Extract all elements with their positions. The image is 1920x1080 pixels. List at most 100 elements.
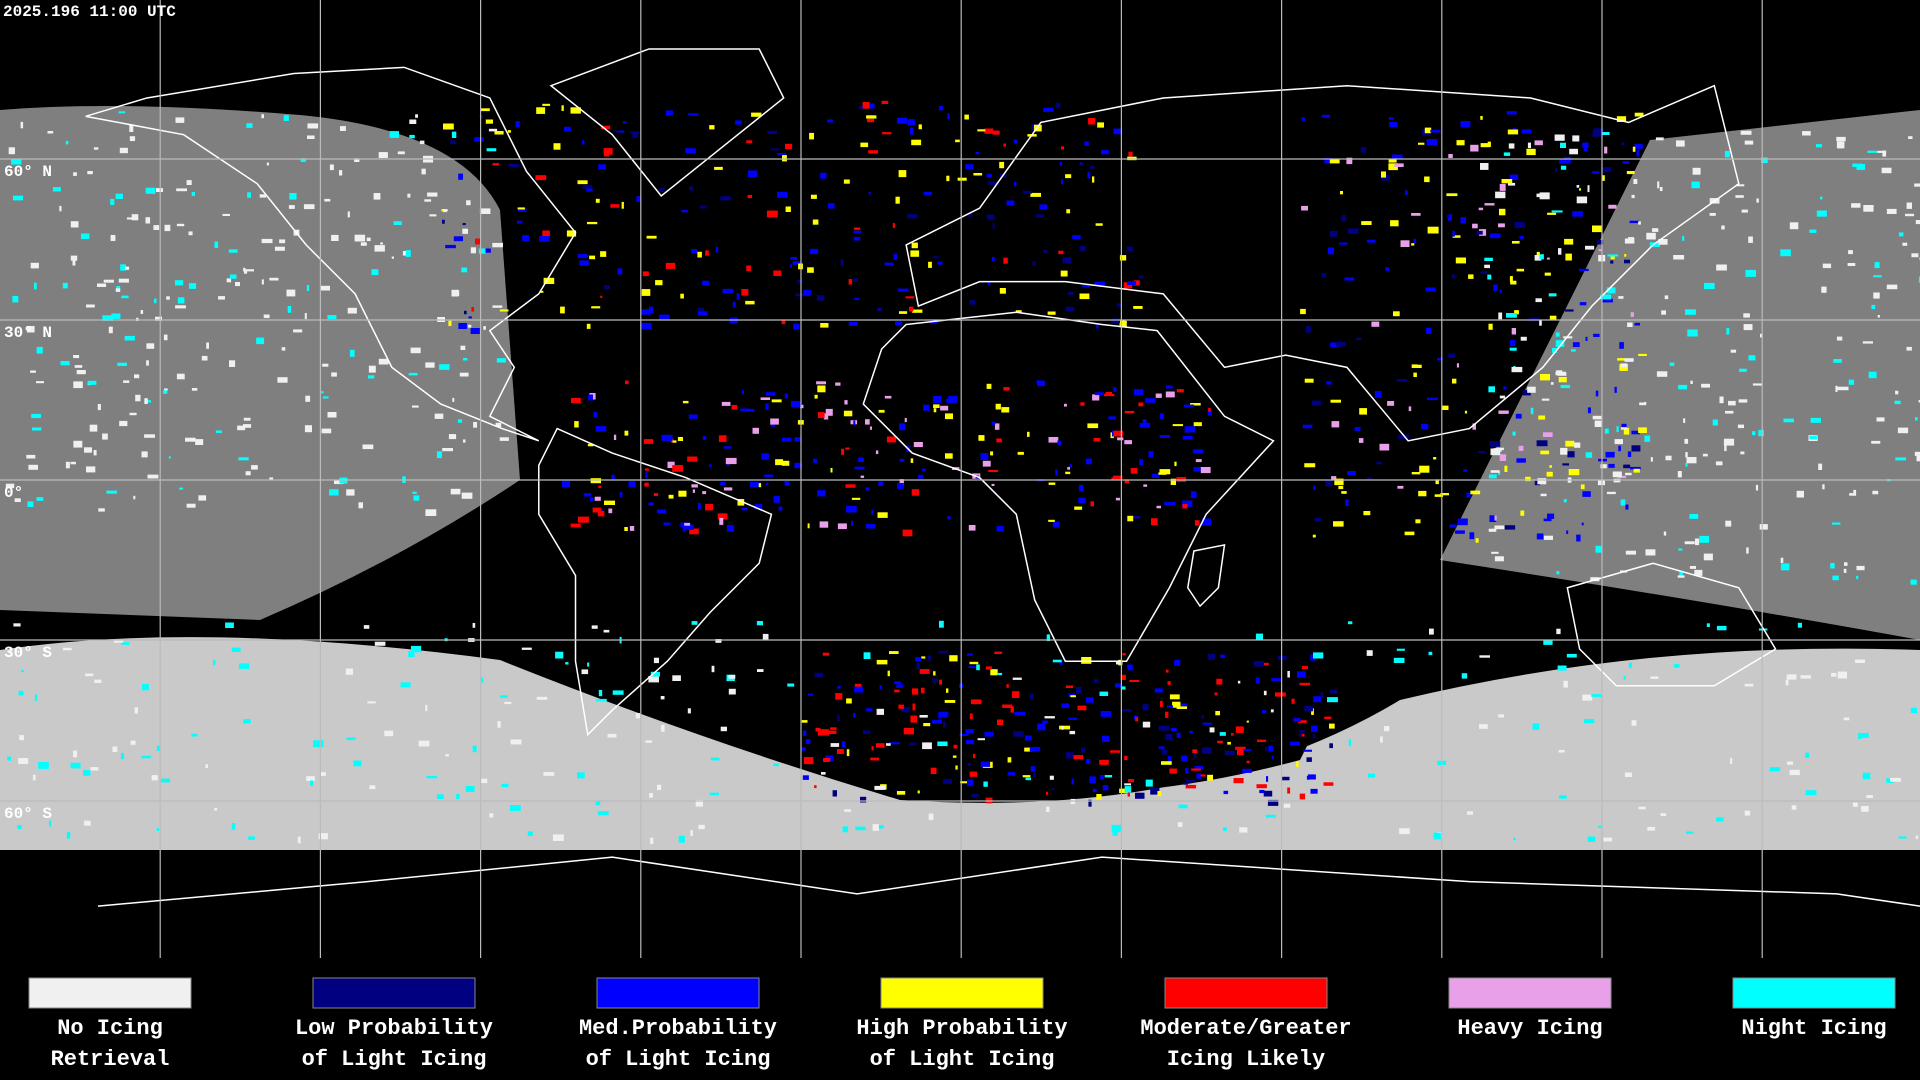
icing-speckle	[855, 826, 866, 831]
icing-speckle	[854, 683, 862, 690]
icing-speckle	[1139, 459, 1143, 466]
icing-speckle	[60, 361, 70, 366]
icing-speckle	[1296, 671, 1306, 678]
icing-speckle	[895, 196, 900, 204]
icing-speckle	[1324, 716, 1332, 720]
icing-speckle	[1200, 774, 1206, 777]
icing-speckle	[1759, 524, 1768, 530]
icing-speckle	[1194, 520, 1200, 526]
icing-speckle	[837, 714, 840, 722]
icing-speckle	[1013, 731, 1024, 737]
icing-speckle	[334, 480, 344, 485]
icing-speckle	[1628, 662, 1633, 668]
icing-speckle	[1498, 223, 1505, 228]
icing-speckle	[1330, 399, 1341, 403]
icing-speckle	[621, 201, 624, 209]
legend-swatch	[880, 977, 1044, 1009]
icing-speckle	[1881, 167, 1892, 174]
icing-speckle	[1626, 171, 1635, 175]
icing-speckle	[1215, 711, 1220, 716]
icing-speckle	[608, 508, 613, 514]
icing-speckle	[957, 177, 967, 181]
icing-speckle	[641, 322, 652, 330]
icing-speckle	[982, 460, 991, 467]
icing-speckle	[853, 712, 856, 718]
icing-speckle	[1065, 306, 1075, 312]
icing-speckle	[1158, 746, 1165, 749]
icing-speckle	[1419, 465, 1430, 473]
icing-speckle	[955, 765, 958, 770]
icing-speckle	[120, 753, 125, 760]
icing-speckle	[1595, 390, 1599, 397]
icing-speckle	[1592, 171, 1600, 174]
icing-speckle	[1324, 158, 1332, 164]
icing-speckle	[1786, 674, 1797, 680]
icing-speckle	[74, 365, 83, 368]
icing-speckle	[932, 719, 943, 724]
icing-speckle	[468, 316, 472, 319]
icing-speckle	[1341, 491, 1347, 494]
icing-speckle	[1256, 677, 1260, 684]
icing-speckle	[939, 679, 942, 685]
icing-speckle	[1085, 458, 1092, 465]
icing-speckle	[1543, 639, 1553, 645]
icing-speckle	[47, 131, 54, 134]
icing-speckle	[1055, 102, 1061, 109]
icing-speckle	[817, 385, 826, 393]
icing-speckle	[650, 837, 654, 844]
icing-speckle	[1007, 757, 1012, 763]
icing-speckle	[305, 395, 311, 402]
icing-speckle	[1581, 522, 1584, 526]
icing-speckle	[327, 412, 337, 418]
icing-speckle	[244, 269, 248, 274]
icing-speckle	[1818, 463, 1823, 470]
icing-speckle	[373, 193, 381, 200]
icing-speckle	[905, 296, 915, 299]
icing-speckle	[397, 151, 405, 155]
icing-speckle	[115, 193, 123, 199]
icing-speckle	[919, 715, 928, 718]
icing-speckle	[119, 147, 128, 154]
icing-speckle	[1536, 251, 1540, 258]
icing-speckle	[1003, 143, 1006, 147]
icing-speckle	[1384, 726, 1390, 732]
icing-speckle	[412, 405, 419, 408]
icing-speckle	[959, 733, 969, 736]
icing-speckle	[1116, 303, 1122, 307]
icing-speckle	[809, 248, 819, 255]
icing-speckle	[975, 151, 979, 155]
icing-speckle	[644, 482, 649, 487]
icing-speckle	[501, 783, 509, 787]
icing-speckle	[421, 168, 426, 175]
icing-speckle	[872, 824, 879, 831]
icing-speckle	[1124, 410, 1135, 414]
icing-speckle	[72, 260, 76, 266]
icing-speckle	[1755, 484, 1759, 491]
icing-speckle	[667, 461, 675, 468]
icing-speckle	[1287, 787, 1291, 794]
icing-speckle	[1476, 230, 1483, 235]
icing-speckle	[1123, 282, 1133, 289]
icing-speckle	[817, 490, 826, 497]
icing-speckle	[378, 152, 388, 158]
icing-speckle	[1090, 501, 1094, 507]
icing-speckle	[367, 375, 375, 379]
icing-speckle	[1115, 497, 1120, 501]
icing-speckle	[571, 397, 581, 404]
icing-speckle	[1165, 734, 1173, 741]
icing-speckle	[409, 134, 415, 139]
icing-speckle	[522, 235, 530, 241]
icing-speckle	[682, 400, 689, 404]
icing-speckle	[517, 220, 523, 224]
icing-speckle	[1725, 410, 1734, 414]
icing-speckle	[110, 235, 116, 241]
icing-speckle	[1844, 562, 1848, 566]
icing-speckle	[1487, 274, 1492, 280]
icing-speckle	[1562, 463, 1569, 466]
icing-speckle	[991, 483, 995, 486]
icing-speckle	[983, 781, 988, 787]
icing-speckle	[1119, 255, 1127, 261]
icing-speckle	[1468, 274, 1474, 279]
icing-speckle	[1327, 247, 1334, 255]
icing-speckle	[619, 491, 623, 498]
